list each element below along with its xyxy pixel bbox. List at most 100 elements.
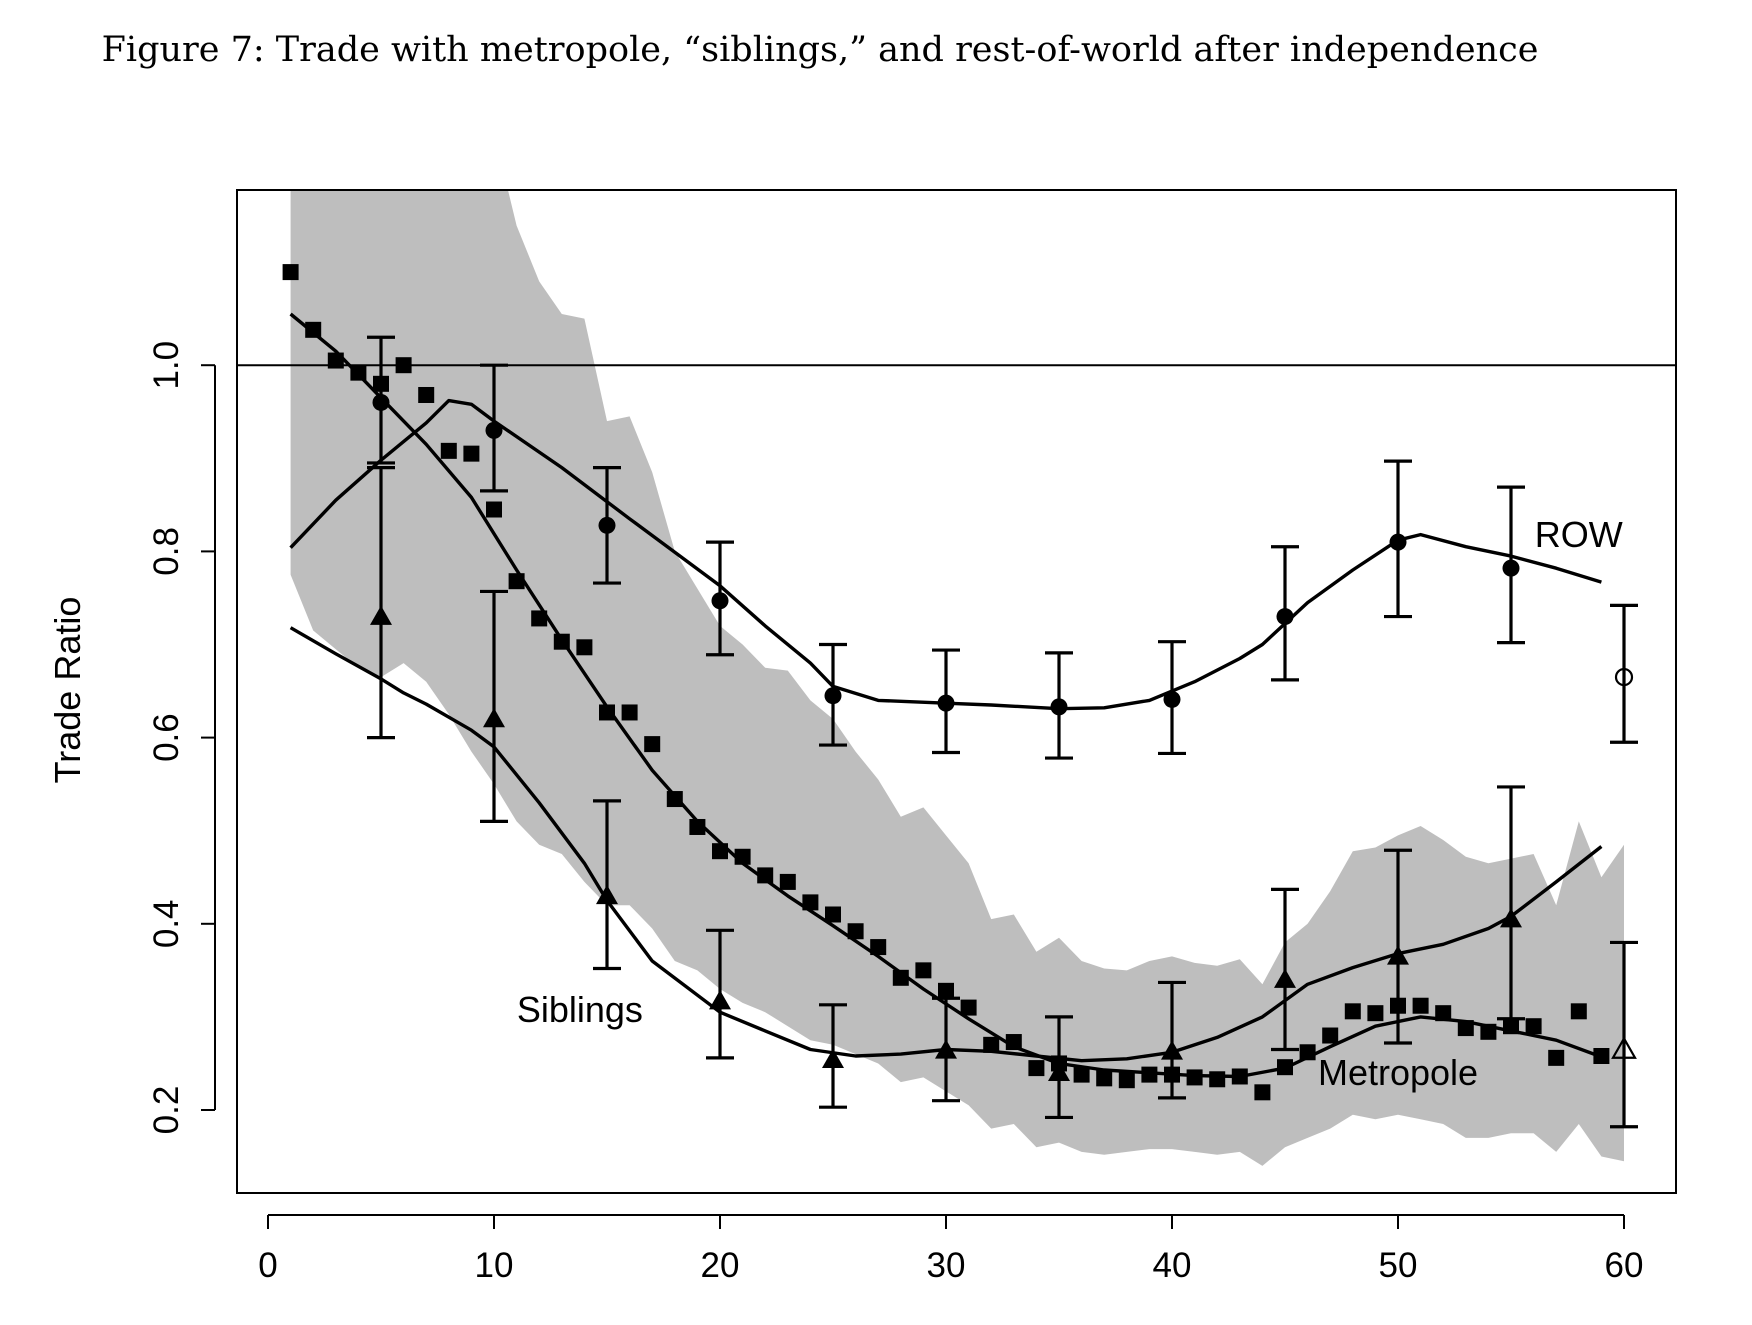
metropole-point (282, 264, 299, 281)
metropole-point (1277, 1059, 1293, 1076)
metropole-point (1005, 1034, 1022, 1051)
markers-layer (282, 264, 1637, 1101)
row-point (598, 516, 616, 534)
annotation-metropole: Metropole (1318, 1052, 1478, 1093)
row-point (1502, 559, 1520, 577)
metropole-point (1344, 1003, 1361, 1020)
siblings-point (370, 605, 392, 625)
siblings-point (1500, 908, 1522, 928)
metropole-point (1028, 1060, 1045, 1077)
metropole-point (1186, 1069, 1203, 1086)
y-tick-label: 0.8 (147, 527, 186, 576)
metropole-point (915, 962, 932, 979)
metropole-point (1390, 997, 1406, 1014)
metropole-point (463, 445, 480, 462)
siblings-error-bar (593, 799, 621, 971)
metropole-point (1435, 1005, 1452, 1022)
metropole-point (486, 501, 502, 518)
metropole-point (938, 982, 954, 999)
metropole-point (870, 939, 887, 956)
siblings-extra-point (1611, 1036, 1637, 1059)
metropole-point (666, 791, 683, 808)
metropole-point (1073, 1066, 1090, 1083)
metropole-point (1367, 1005, 1384, 1022)
siblings-point (596, 884, 618, 905)
metropole-point (350, 364, 367, 381)
annotation-row: ROW (1535, 514, 1623, 555)
metropole-point (983, 1036, 1000, 1053)
figure-caption: Figure 7: Trade with metropole, “sibling… (101, 30, 1539, 70)
siblings-error-bar (367, 466, 395, 740)
siblings-smooth-line (289, 626, 1603, 1063)
siblings-point (1274, 968, 1296, 988)
metropole-point (1548, 1049, 1565, 1066)
metropole-point (1299, 1044, 1316, 1061)
row-point (372, 393, 390, 411)
metropole-point (1503, 1018, 1519, 1035)
y-axis: 0.2 0.4 0.6 0.8 1.0 (147, 341, 216, 1135)
row-extra-error-bar (1610, 603, 1638, 744)
x-axis: 0 10 20 30 40 50 60 (258, 1214, 1644, 1285)
row-point (1050, 698, 1068, 716)
row-point (1389, 533, 1407, 551)
metropole-point (1480, 1023, 1497, 1040)
metropole-point (599, 704, 615, 721)
metropole-point (644, 736, 661, 753)
metropole-point (508, 573, 525, 590)
metropole-point (734, 848, 751, 865)
metropole-point (1164, 1066, 1180, 1083)
x-tick-label: 60 (1605, 1246, 1644, 1285)
x-tick-label: 50 (1379, 1246, 1418, 1285)
metropole-point (1096, 1070, 1113, 1087)
metropole-point (1412, 997, 1429, 1014)
siblings-point (709, 990, 731, 1010)
plot-frame (236, 189, 1677, 1194)
axes-layer: 0 10 20 30 40 50 60 0.2 0.4 0.6 0.8 1.0 (147, 189, 1677, 1285)
x-tick-label: 0 (258, 1246, 277, 1285)
metropole-point (373, 375, 389, 392)
metropole-point (395, 357, 412, 374)
y-tick-label: 1.0 (147, 341, 186, 390)
metropole-point (576, 639, 593, 656)
metropole-point (712, 843, 728, 860)
x-tick-label: 30 (927, 1246, 966, 1285)
metropole-point (802, 894, 819, 911)
metropole-point (779, 873, 796, 890)
metropole-point (305, 321, 322, 338)
text-layer: Trade Ratio ROW Siblings Metropole (47, 514, 1623, 1093)
siblings-point (935, 1039, 957, 1059)
metropole-point (1051, 1055, 1067, 1072)
siblings-point (1387, 945, 1409, 965)
siblings-point (822, 1048, 844, 1068)
y-tick-label: 0.2 (147, 1086, 186, 1135)
metropole-point (757, 867, 774, 884)
metropole-point (892, 969, 909, 986)
x-tick-label: 10 (475, 1246, 514, 1285)
row-point (824, 687, 842, 705)
metropole-point (1141, 1066, 1158, 1083)
metropole-point (1593, 1048, 1610, 1065)
row-point (1276, 608, 1294, 626)
row-point (937, 694, 955, 712)
row-point (485, 421, 503, 439)
siblings-error-bar (480, 589, 508, 823)
x-tick-label: 40 (1153, 1246, 1192, 1285)
row-extra-point (1614, 667, 1634, 687)
band-layer (290, 190, 1624, 1166)
metropole-point (418, 386, 435, 403)
siblings-extra-error-bar (1610, 940, 1638, 1129)
metropole-point (1525, 1018, 1542, 1035)
row-point (1163, 690, 1181, 708)
metropole-point (1570, 1003, 1587, 1020)
metropole-point (1231, 1068, 1248, 1085)
metropole-point (825, 906, 841, 923)
metropole-point (440, 442, 457, 459)
metropole-point (531, 610, 548, 627)
metropole-point (960, 999, 977, 1016)
metropole-point (1322, 1027, 1339, 1044)
siblings-point (483, 707, 505, 728)
metropole-point (621, 704, 638, 721)
row-point (711, 592, 729, 610)
metropole-point (327, 352, 344, 369)
